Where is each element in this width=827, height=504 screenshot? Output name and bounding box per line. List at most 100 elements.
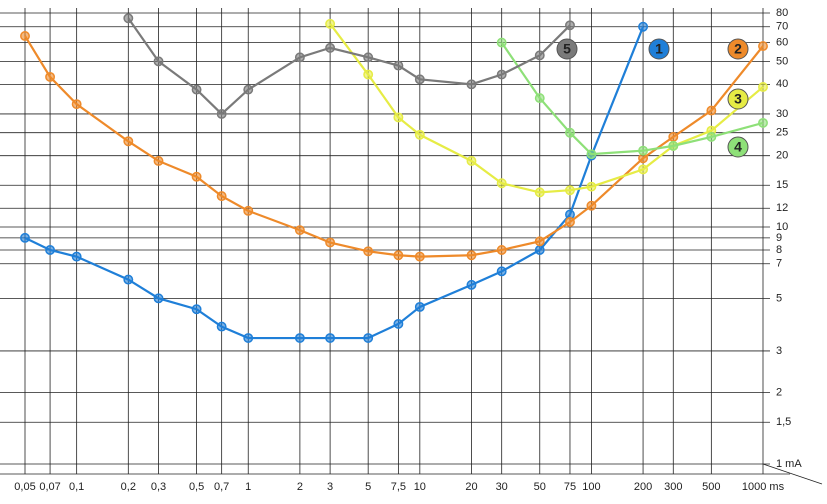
data-point: [191, 84, 202, 95]
x-tick-label: 0,5: [189, 481, 204, 493]
data-point: [534, 236, 545, 247]
data-point: [466, 250, 477, 261]
data-point: [586, 149, 597, 160]
data-point: [20, 232, 30, 243]
y-tick-label: 30: [776, 108, 788, 120]
data-point: [565, 127, 575, 138]
series-line: [500, 41, 764, 156]
x-tick-label: 3: [327, 481, 333, 493]
data-point: [565, 185, 575, 196]
x-tick-label: 300: [664, 481, 682, 493]
series-line: [24, 26, 645, 340]
y-tick-label: 70: [776, 21, 788, 33]
data-point: [363, 333, 374, 343]
data-point: [466, 79, 477, 90]
data-point: [758, 41, 768, 52]
data-point: [45, 245, 56, 255]
y-tick-label: 5: [776, 292, 782, 304]
y-tick-label: 10: [776, 221, 788, 233]
legend-label: 2: [734, 41, 742, 57]
data-point: [71, 251, 82, 262]
y-tick-label: 1,5: [776, 416, 791, 428]
data-point: [496, 245, 507, 255]
data-point: [393, 318, 404, 329]
data-point: [496, 178, 507, 189]
data-point: [414, 74, 425, 85]
data-point: [294, 52, 305, 63]
x-tick-label: 30: [496, 481, 508, 493]
y-tick-label: 50: [776, 55, 788, 67]
data-point: [325, 333, 336, 343]
x-tick-label: 10: [414, 481, 426, 493]
legend-badge: [727, 38, 749, 60]
data-point: [706, 105, 717, 116]
data-point: [216, 191, 227, 202]
data-point: [414, 301, 425, 312]
x-tick-label: 0,7: [214, 481, 229, 493]
legend-badge: [727, 136, 749, 158]
data-point: [466, 156, 477, 166]
data-point: [534, 187, 545, 198]
plot-area: [20, 13, 768, 343]
data-point: [758, 117, 768, 128]
x-tick-label: 1000 ms: [742, 481, 785, 493]
data-point: [294, 333, 305, 343]
data-point: [586, 200, 597, 211]
data-point: [586, 181, 597, 192]
legend-label: 3: [734, 91, 742, 107]
data-point: [638, 21, 649, 32]
legend-label: 5: [563, 41, 571, 57]
x-tick-label: 5: [365, 481, 371, 493]
data-point: [706, 131, 717, 142]
y-tick-label: 1 mA: [776, 458, 802, 470]
y-tick-label: 2: [776, 387, 782, 399]
data-point: [216, 321, 227, 332]
data-point: [758, 81, 768, 92]
x-tick-label: 7,5: [391, 481, 406, 493]
x-tick-label: 100: [582, 481, 600, 493]
data-point: [216, 108, 227, 119]
data-point: [534, 245, 545, 255]
x-tick-label: 0,3: [151, 481, 166, 493]
data-point: [153, 293, 164, 304]
x-tick-label: 75: [564, 481, 576, 493]
legend-label: 4: [734, 139, 742, 155]
x-tick-label: 50: [534, 481, 546, 493]
y-tick-label: 9: [776, 232, 782, 244]
data-point: [414, 251, 425, 262]
data-point: [123, 274, 134, 285]
data-point: [191, 304, 202, 315]
data-point: [565, 20, 575, 31]
legend-label: 1: [655, 41, 663, 57]
data-point: [393, 250, 404, 261]
data-point: [20, 31, 30, 41]
data-point: [243, 205, 254, 216]
legend-badge: [727, 88, 749, 110]
data-point: [71, 99, 82, 110]
data-point: [638, 164, 649, 175]
data-point: [565, 217, 575, 227]
x-tick-label: 200: [634, 481, 652, 493]
y-tick-label: 40: [776, 78, 788, 90]
y-tick-label: 7: [776, 258, 782, 270]
x-tick-label: 1: [245, 481, 251, 493]
data-point: [153, 156, 164, 166]
axis-corner: [762, 463, 823, 485]
y-tick-label: 60: [776, 37, 788, 49]
data-point: [243, 333, 254, 343]
data-point: [496, 37, 507, 48]
data-point: [325, 18, 336, 29]
series-line: [127, 17, 571, 116]
data-point: [466, 279, 477, 290]
y-tick-label: 80: [776, 7, 788, 19]
legend-badge: [556, 38, 578, 60]
data-point: [668, 131, 679, 142]
data-point: [534, 93, 545, 104]
x-tick-label: 500: [702, 481, 720, 493]
y-tick-label: 15: [776, 179, 788, 191]
x-tick-label: 0,05: [14, 481, 35, 493]
data-point: [393, 112, 404, 123]
data-point: [668, 140, 679, 151]
